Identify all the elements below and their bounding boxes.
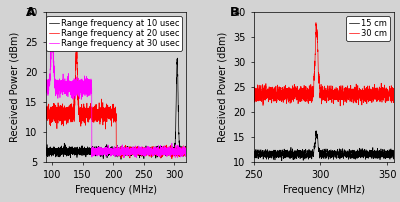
15 cm bbox=[305, 149, 310, 152]
Range frequency at 20 usec bbox=[170, 158, 174, 160]
15 cm bbox=[374, 152, 379, 154]
Range frequency at 20 usec bbox=[166, 152, 171, 155]
Range frequency at 30 usec bbox=[68, 85, 73, 87]
30 cm bbox=[392, 96, 396, 99]
Range frequency at 30 usec bbox=[181, 153, 186, 155]
Range frequency at 20 usec bbox=[44, 110, 48, 113]
Range frequency at 30 usec bbox=[98, 148, 102, 150]
30 cm bbox=[251, 95, 256, 97]
Range frequency at 10 usec bbox=[119, 158, 124, 160]
Range frequency at 10 usec bbox=[175, 57, 180, 59]
Line: Range frequency at 30 usec: Range frequency at 30 usec bbox=[46, 21, 186, 158]
30 cm bbox=[338, 105, 342, 107]
30 cm bbox=[314, 21, 318, 24]
Range frequency at 10 usec bbox=[104, 150, 108, 152]
Range frequency at 30 usec bbox=[104, 150, 108, 153]
30 cm bbox=[305, 88, 310, 90]
Line: 15 cm: 15 cm bbox=[254, 131, 394, 161]
15 cm bbox=[279, 160, 284, 162]
Y-axis label: Received Power (dBm): Received Power (dBm) bbox=[217, 32, 227, 142]
Legend: Range frequency at 10 usec, Range frequency at 20 usec, Range frequency at 30 us: Range frequency at 10 usec, Range freque… bbox=[46, 16, 182, 51]
30 cm bbox=[389, 92, 394, 95]
Line: Range frequency at 20 usec: Range frequency at 20 usec bbox=[46, 41, 186, 159]
Range frequency at 20 usec bbox=[60, 117, 64, 119]
Range frequency at 10 usec bbox=[44, 151, 48, 153]
Range frequency at 20 usec bbox=[181, 152, 186, 154]
Range frequency at 30 usec bbox=[166, 150, 171, 153]
X-axis label: Frequency (MHz): Frequency (MHz) bbox=[283, 185, 365, 196]
Text: A: A bbox=[26, 6, 36, 19]
15 cm bbox=[314, 130, 318, 132]
Range frequency at 30 usec bbox=[184, 150, 189, 153]
Range frequency at 10 usec bbox=[181, 155, 186, 157]
15 cm bbox=[276, 154, 280, 157]
X-axis label: Frequency (MHz): Frequency (MHz) bbox=[75, 185, 157, 196]
30 cm bbox=[311, 92, 316, 95]
15 cm bbox=[267, 151, 272, 154]
Range frequency at 10 usec bbox=[98, 153, 102, 155]
30 cm bbox=[374, 87, 379, 89]
Legend: 15 cm, 30 cm: 15 cm, 30 cm bbox=[346, 16, 390, 41]
Text: B: B bbox=[230, 6, 239, 19]
Y-axis label: Received Power (dBm): Received Power (dBm) bbox=[10, 32, 20, 142]
15 cm bbox=[251, 152, 256, 154]
Range frequency at 10 usec bbox=[60, 152, 64, 155]
Range frequency at 30 usec bbox=[50, 20, 54, 22]
Range frequency at 20 usec bbox=[68, 108, 73, 110]
15 cm bbox=[311, 153, 316, 156]
15 cm bbox=[392, 154, 396, 156]
Range frequency at 30 usec bbox=[44, 86, 48, 88]
Range frequency at 30 usec bbox=[60, 89, 64, 91]
30 cm bbox=[267, 94, 272, 96]
Range frequency at 10 usec bbox=[166, 150, 171, 153]
Range frequency at 10 usec bbox=[184, 146, 189, 148]
Range frequency at 20 usec bbox=[184, 147, 189, 149]
Line: Range frequency at 10 usec: Range frequency at 10 usec bbox=[46, 58, 186, 159]
Range frequency at 30 usec bbox=[121, 157, 126, 159]
Range frequency at 20 usec bbox=[74, 40, 79, 42]
Range frequency at 10 usec bbox=[68, 153, 73, 155]
30 cm bbox=[276, 94, 280, 96]
Range frequency at 20 usec bbox=[98, 116, 102, 118]
Line: 30 cm: 30 cm bbox=[254, 23, 394, 106]
Range frequency at 20 usec bbox=[104, 117, 108, 119]
15 cm bbox=[389, 149, 394, 152]
